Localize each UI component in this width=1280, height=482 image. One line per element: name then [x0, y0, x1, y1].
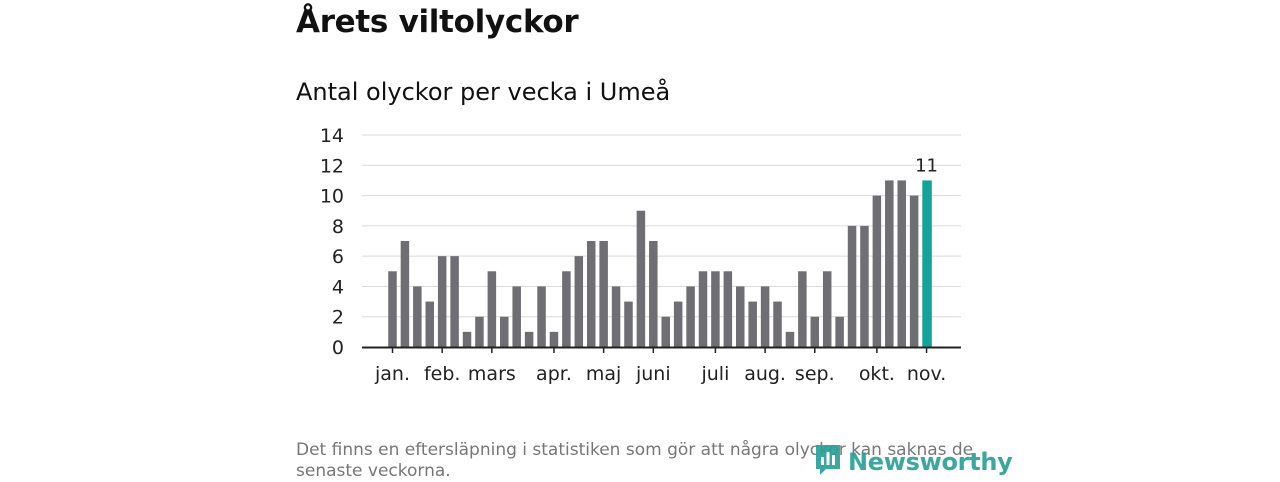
bar-week-24	[673, 301, 683, 347]
bar-week-11	[512, 286, 521, 347]
bar-week-20	[624, 301, 633, 347]
bar-week-44	[922, 180, 932, 347]
bar-week-41	[885, 180, 894, 347]
chart-title: Årets viltolyckor	[296, 4, 579, 40]
x-tick-label-sep.: sep.	[795, 363, 835, 385]
x-tick-label-maj: maj	[586, 363, 621, 385]
bar-week-37	[835, 316, 844, 347]
newsworthy-logo-icon	[814, 443, 842, 481]
y-tick-label-12: 12	[320, 155, 344, 177]
y-tick-label-2: 2	[332, 307, 344, 329]
x-axis	[362, 346, 961, 353]
y-tick-label-10: 10	[320, 186, 344, 208]
bar-week-16	[574, 256, 584, 347]
annotations: 11	[915, 155, 938, 176]
bar-week-4	[425, 301, 435, 347]
bar-week-2	[400, 241, 410, 347]
x-tick-label-nov.: nov.	[907, 363, 946, 385]
x-tick-label-apr.: apr.	[536, 363, 572, 385]
x-tick-label-feb.: feb.	[424, 363, 460, 385]
y-tick-label-8: 8	[332, 216, 344, 238]
bar-week-38	[847, 225, 857, 347]
bar-week-27	[711, 271, 720, 347]
bar-week-33	[785, 331, 795, 347]
highlight-value-label: 11	[915, 155, 938, 176]
bar-week-42	[897, 180, 906, 347]
bar-week-31	[760, 286, 770, 347]
y-tick-label-4: 4	[332, 276, 344, 298]
bar-chart: 0 2 4 6 8 10 12 14 jan. feb. mars apr. maj juni juli a…	[320, 125, 961, 385]
bar-week-28	[723, 271, 733, 347]
x-tick-label-juli: juli	[700, 363, 729, 385]
x-tick-label-jan.: jan.	[374, 363, 410, 385]
bar-week-6	[450, 256, 459, 347]
bars	[388, 180, 932, 347]
bar-week-40	[872, 195, 882, 347]
footnote: Det finns en eftersläpning i statistiken…	[296, 440, 974, 481]
bar-week-43	[909, 195, 919, 347]
bar-week-9	[487, 271, 497, 347]
bar-week-34	[798, 271, 807, 347]
bar-week-1	[388, 271, 397, 347]
bar-week-17	[586, 241, 596, 347]
x-tick-label-mars: mars	[468, 363, 516, 385]
bar-week-19	[611, 286, 621, 347]
x-tick-label-okt.: okt.	[859, 363, 895, 385]
brand-logo: Newsworthy	[814, 444, 1013, 480]
bar-week-12	[524, 331, 534, 347]
y-axis-labels: 0 2 4 6 8 10 12 14	[320, 125, 344, 359]
bar-week-39	[860, 225, 869, 347]
brand-name: Newsworthy	[848, 448, 1013, 476]
bar-week-32	[773, 301, 782, 347]
bar-week-3	[413, 286, 422, 347]
y-tick-label-6: 6	[332, 246, 344, 268]
bar-week-23	[661, 316, 670, 347]
x-tick-label-aug.: aug.	[744, 363, 786, 385]
bar-week-13	[537, 286, 546, 347]
bar-week-22	[649, 241, 658, 347]
bar-week-35	[810, 316, 820, 347]
bar-week-8	[475, 316, 484, 347]
x-tick-label-juni: juni	[635, 363, 671, 385]
bar-week-5	[437, 256, 447, 347]
bar-week-15	[562, 271, 571, 347]
bar-week-30	[748, 301, 757, 347]
y-tick-label-14: 14	[320, 125, 344, 147]
x-axis-labels: jan. feb. mars apr. maj juni juli aug. sep. okt. n…	[374, 363, 946, 385]
bar-week-14	[549, 331, 559, 347]
bar-week-10	[500, 316, 509, 347]
bar-week-29	[736, 286, 745, 347]
bar-week-25	[686, 286, 695, 347]
chart-subtitle: Antal olyckor per vecka i Umeå	[296, 78, 671, 106]
bar-week-36	[822, 271, 832, 347]
bar-week-18	[599, 241, 608, 347]
bar-week-21	[636, 210, 646, 347]
bar-week-7	[462, 331, 472, 347]
bar-week-26	[698, 271, 708, 347]
y-tick-label-0: 0	[332, 337, 344, 359]
